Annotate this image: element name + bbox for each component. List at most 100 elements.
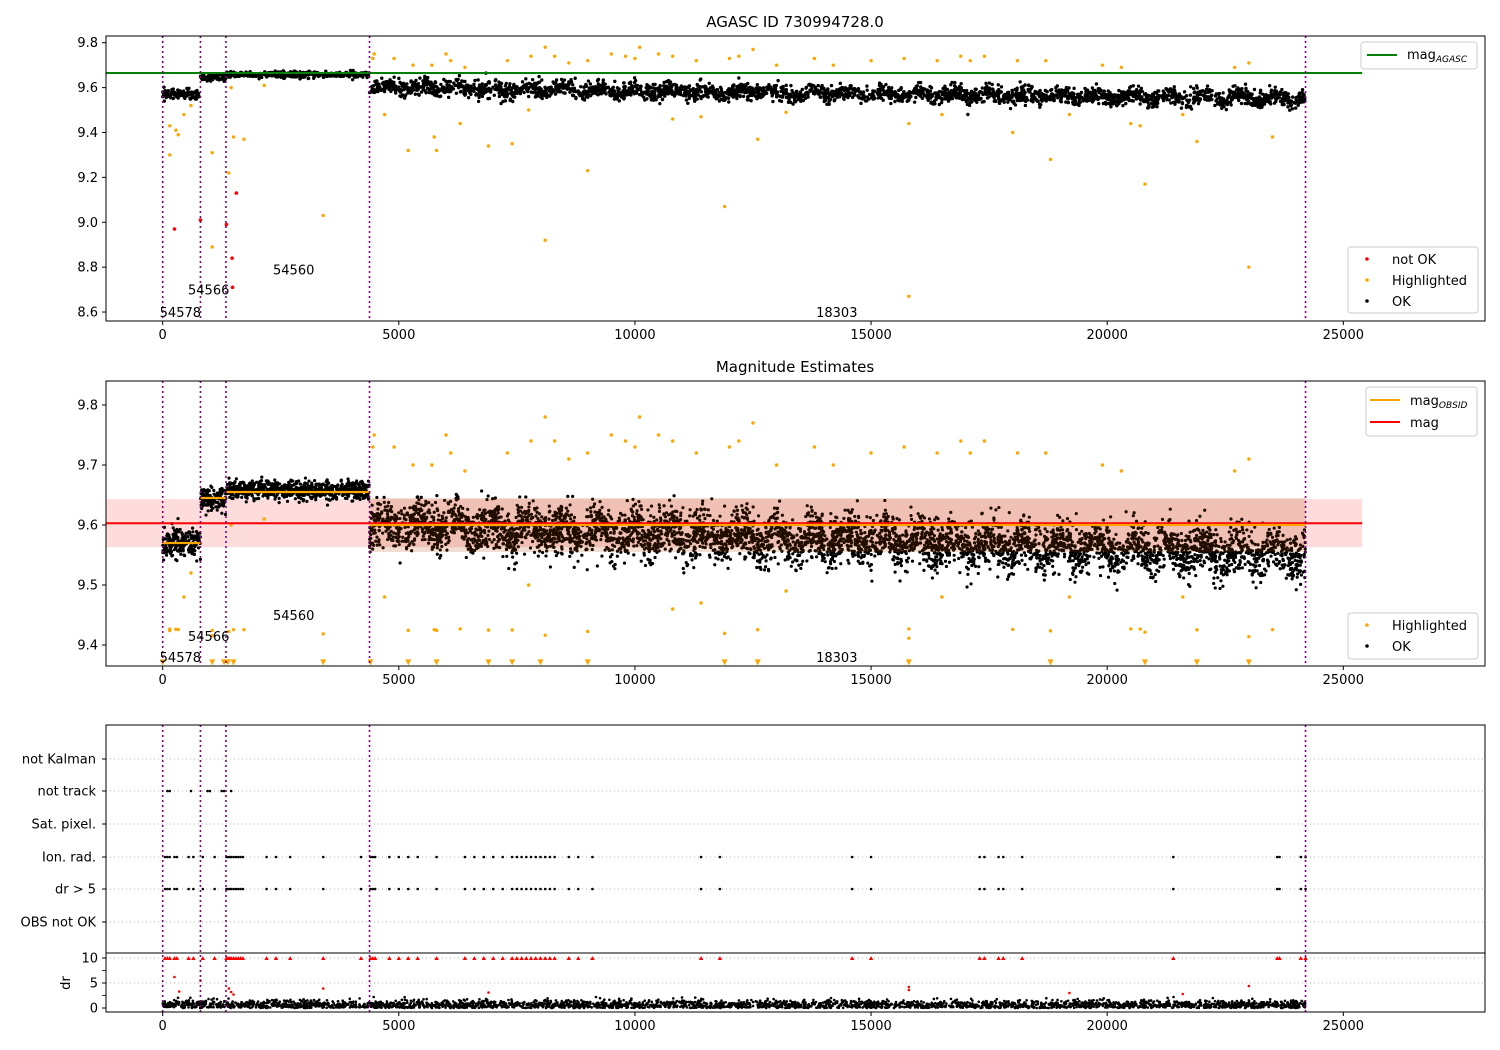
ok-point <box>487 89 492 93</box>
ok-point <box>1059 100 1064 104</box>
ok-point <box>345 493 349 497</box>
ok-point <box>494 87 499 91</box>
ok-point <box>846 90 851 95</box>
ok-point <box>403 93 408 97</box>
ok-point <box>276 486 280 490</box>
ok-point <box>1250 102 1255 106</box>
ok-point <box>645 83 649 87</box>
highlighted-point <box>751 47 755 52</box>
ok-point <box>819 95 823 99</box>
highlighted-point <box>382 112 387 117</box>
ok-point <box>886 93 891 97</box>
ok-point <box>1043 96 1047 101</box>
ok-point <box>533 90 537 94</box>
ok-point <box>894 94 899 99</box>
ok-point <box>841 96 846 101</box>
highlighted-point <box>176 133 180 137</box>
ok-point <box>852 93 857 97</box>
ok-point <box>409 79 413 83</box>
highlighted-point <box>737 54 741 58</box>
ok-point <box>1217 101 1221 105</box>
ok-point <box>554 85 558 89</box>
ok-point <box>421 88 425 92</box>
highlighted-point <box>262 83 266 88</box>
highlighted-point <box>694 58 699 63</box>
ok-point <box>588 94 593 98</box>
ok-point <box>302 493 306 497</box>
ok-point <box>796 97 800 102</box>
ok-point <box>913 91 918 95</box>
ok-point <box>426 87 430 91</box>
ok-point <box>1021 94 1026 98</box>
ok-point <box>944 87 948 91</box>
ok-point <box>552 81 556 86</box>
ok-point <box>235 74 239 78</box>
ok-point <box>1064 100 1068 104</box>
ok-point <box>973 87 977 91</box>
ok-point <box>653 82 657 87</box>
ok-point <box>1195 86 1200 90</box>
ok-point <box>1274 99 1278 104</box>
ok-point <box>185 534 190 539</box>
ok-point <box>198 557 203 561</box>
ok-point <box>355 73 359 77</box>
ok-point <box>462 91 466 96</box>
ok-point <box>325 503 330 507</box>
ok-point <box>581 92 586 96</box>
ok-point <box>1054 85 1058 90</box>
ok-point <box>604 92 608 96</box>
ok-point <box>186 89 190 94</box>
ok-point <box>987 95 991 99</box>
ok-point <box>230 496 234 501</box>
highlighted-point <box>449 58 453 63</box>
ok-point <box>651 97 655 102</box>
ok-point <box>240 495 244 499</box>
ok-point <box>1027 83 1031 87</box>
ok-point <box>542 92 546 97</box>
ok-point <box>705 94 709 99</box>
ok-point <box>966 112 970 117</box>
y-tick-label: 8.6 <box>77 306 98 321</box>
ok-point <box>176 536 180 540</box>
ok-point <box>919 94 923 99</box>
ok-point <box>732 83 736 87</box>
ok-point <box>1231 84 1235 88</box>
highlighted-point <box>406 148 410 153</box>
ok-point <box>986 89 990 93</box>
ok-point <box>494 77 498 82</box>
highlighted-point <box>430 63 434 67</box>
ok-point <box>191 530 195 534</box>
ok-point <box>623 91 628 95</box>
highlighted-point <box>1233 65 1237 70</box>
ok-point <box>276 482 280 486</box>
ok-point <box>806 92 810 96</box>
ok-point <box>1015 96 1020 101</box>
ok-point <box>441 89 445 93</box>
ok-point <box>674 83 679 88</box>
ok-point <box>536 86 540 90</box>
ok-point <box>179 552 183 556</box>
obsid-label: 18303 <box>816 306 857 321</box>
ok-point <box>846 87 850 91</box>
ok-point <box>639 84 643 89</box>
ok-point <box>334 74 338 78</box>
ok-point <box>1112 99 1116 104</box>
ok-point <box>1026 87 1030 92</box>
ok-point <box>784 88 789 92</box>
ok-point <box>599 92 603 96</box>
ok-point <box>235 495 239 499</box>
ok-point <box>1177 93 1182 97</box>
ok-point <box>1220 106 1224 110</box>
ok-point <box>344 484 348 488</box>
ok-point <box>871 90 875 95</box>
highlighted-point <box>699 115 703 119</box>
ok-point <box>1102 89 1106 94</box>
ok-point <box>532 81 537 86</box>
ok-point <box>175 543 179 548</box>
ok-point <box>957 556 961 561</box>
ok-point <box>1227 94 1232 98</box>
ok-point <box>506 86 510 91</box>
highlighted-point <box>168 153 172 157</box>
ok-point <box>980 86 985 90</box>
ok-point <box>1197 92 1201 97</box>
